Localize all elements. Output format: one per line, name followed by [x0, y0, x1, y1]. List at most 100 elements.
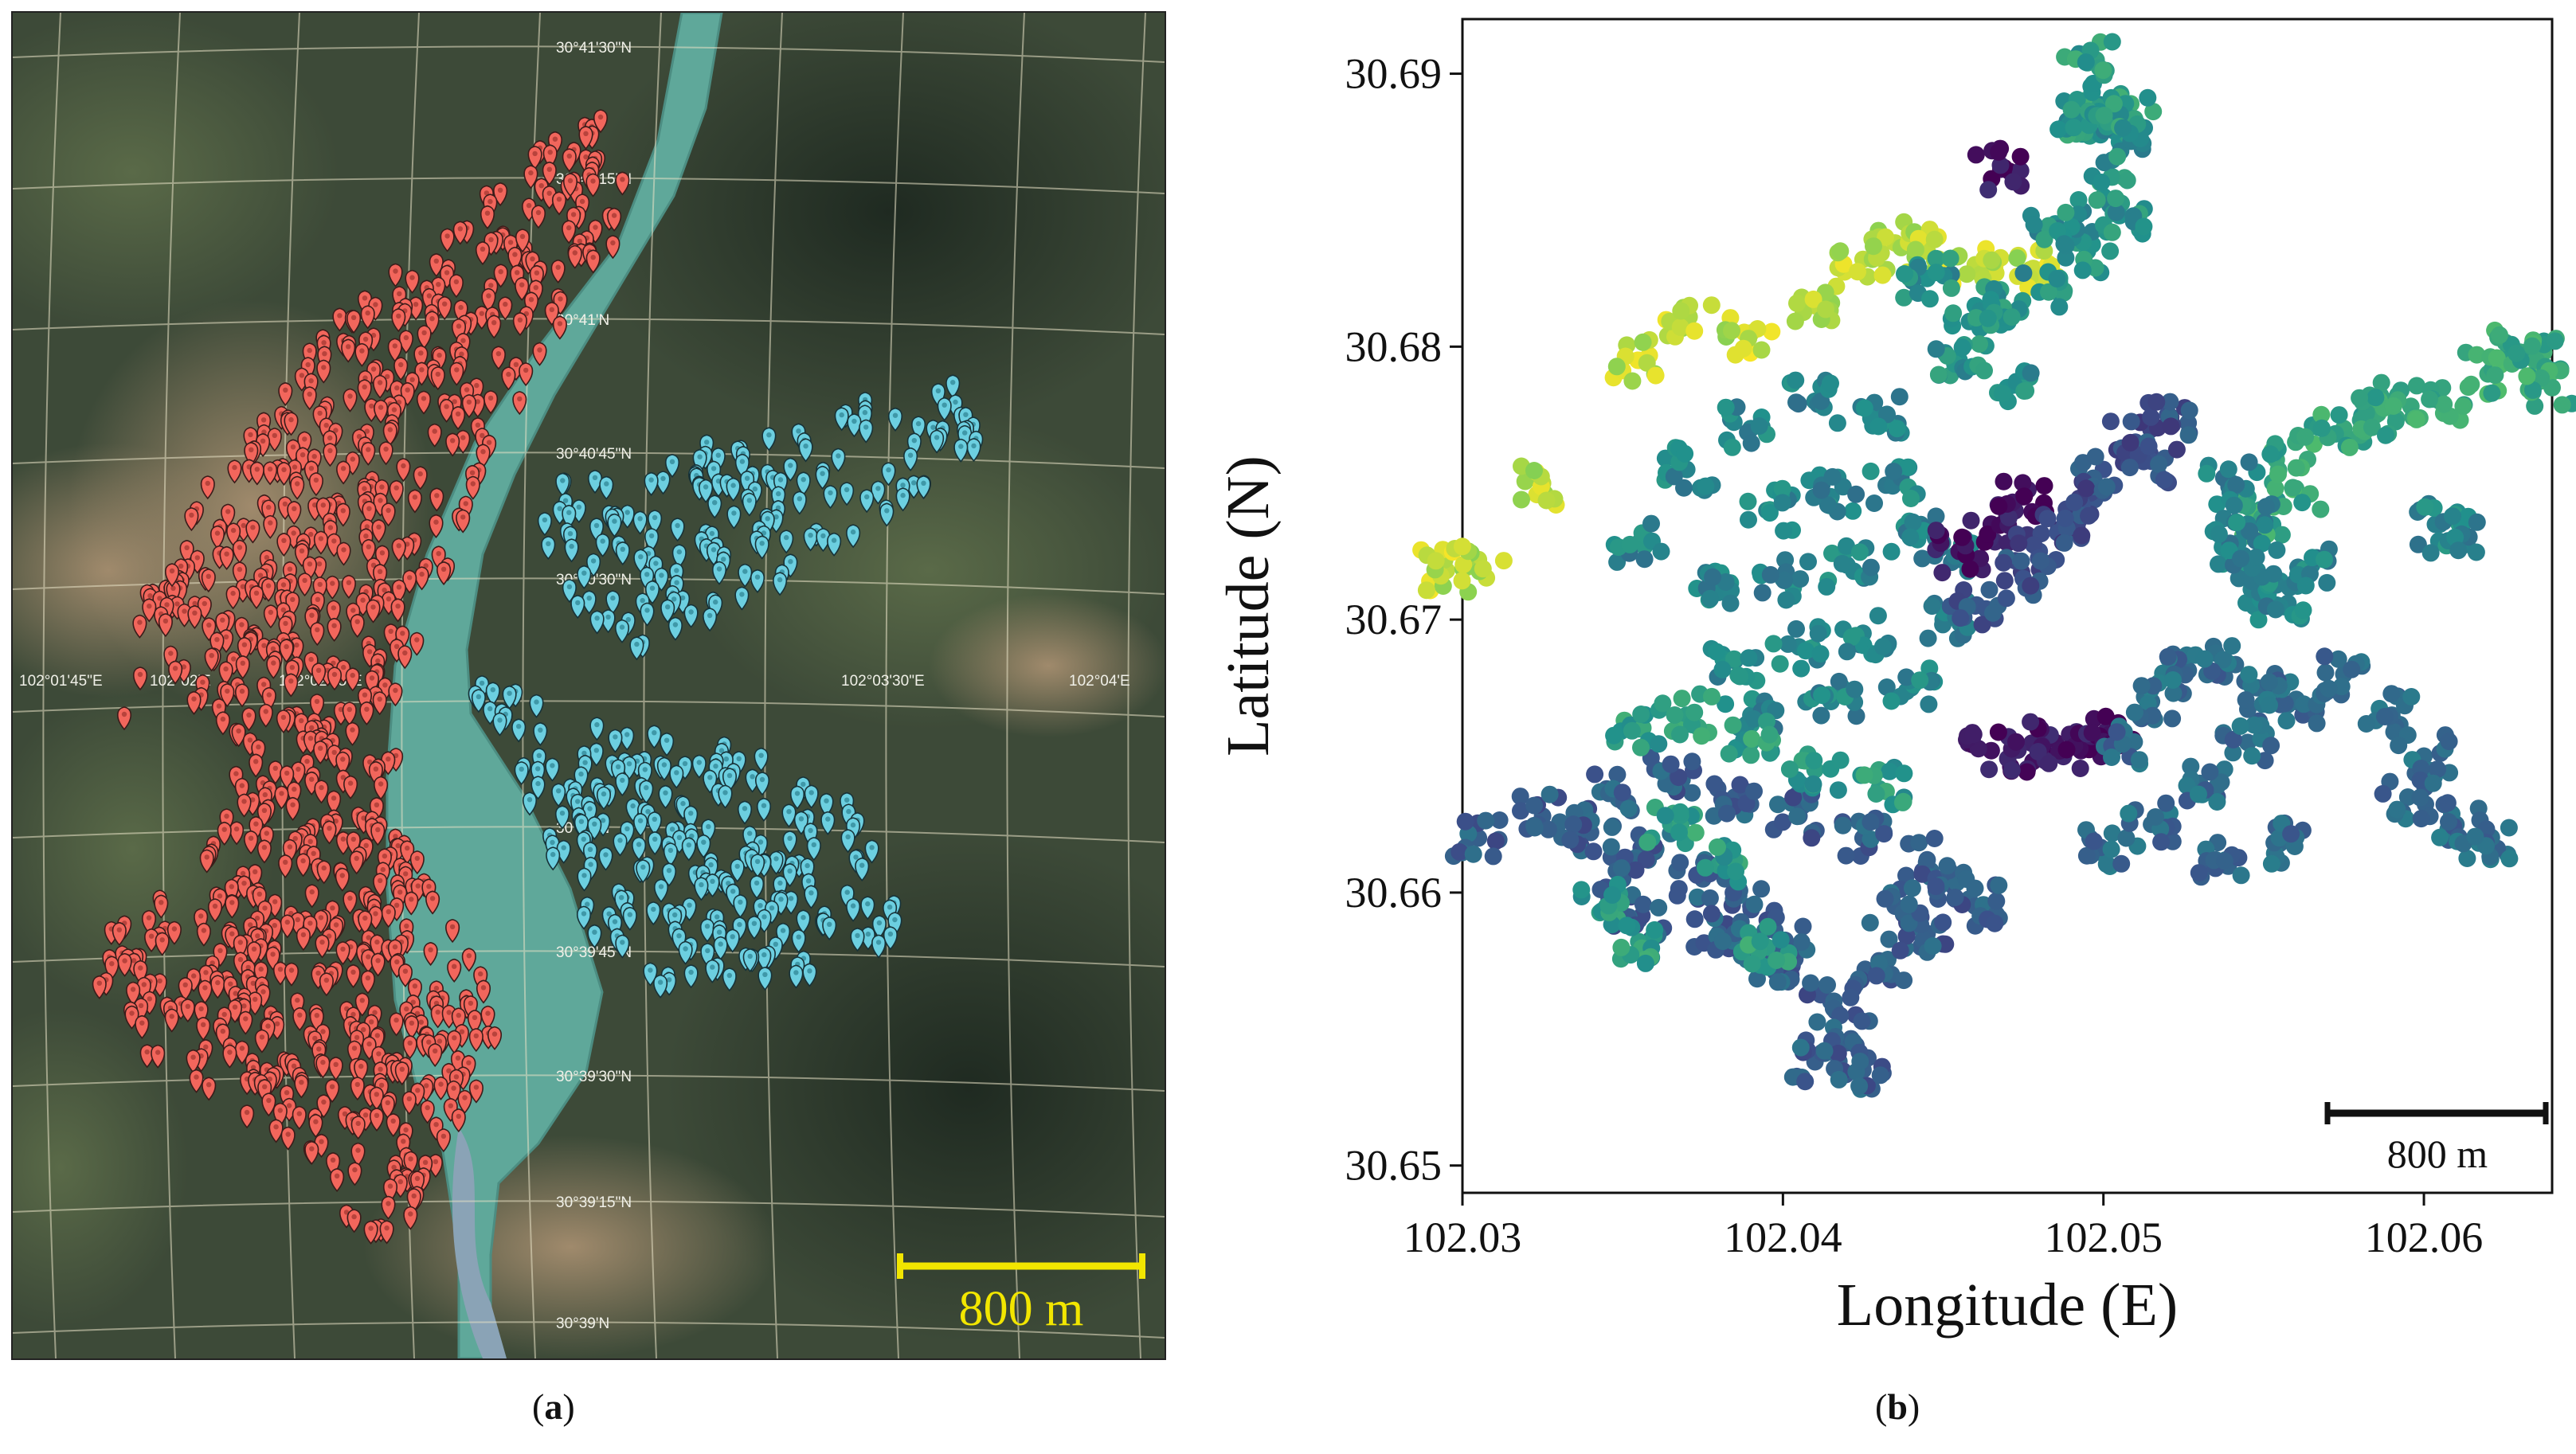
data-point [2388, 800, 2406, 819]
data-point [1867, 967, 1885, 985]
data-point [1572, 881, 1591, 899]
data-point [2050, 298, 2069, 316]
data-point [1623, 721, 1641, 740]
data-point [1636, 954, 1654, 972]
data-point [1474, 560, 1492, 578]
data-point [1869, 607, 1887, 625]
data-point [1619, 799, 1638, 818]
data-point [2228, 514, 2246, 532]
data-point [1964, 725, 1983, 744]
data-point [2080, 506, 2098, 525]
data-point [1804, 775, 1822, 793]
data-point [1742, 746, 1760, 764]
data-point [1632, 738, 1650, 756]
data-point [2390, 737, 2408, 755]
data-point [1813, 686, 1831, 704]
data-point [1855, 399, 1873, 417]
data-point [2316, 550, 2333, 569]
data-point [1875, 825, 1893, 843]
data-point [1882, 542, 1901, 561]
graticule-meridian [885, 13, 904, 1358]
data-point [1853, 1012, 1871, 1030]
data-point [2384, 397, 2402, 415]
data-point [2238, 733, 2257, 752]
data-point [2312, 419, 2331, 437]
data-point [2096, 707, 2115, 725]
data-point [1752, 341, 1771, 359]
data-point [2103, 748, 2120, 766]
data-point [1676, 444, 1694, 463]
data-point [1717, 573, 1735, 591]
data-point [2139, 88, 2157, 107]
data-point [1688, 888, 1706, 906]
x-tick-label: 102.03 [1403, 1214, 1522, 1261]
data-point [1638, 354, 1656, 372]
data-point [1850, 1077, 1869, 1095]
data-point [1537, 491, 1556, 510]
axes: 102.03 102.04 102.05 102.06 30.65 30.66 30.67 3… [1345, 50, 2484, 1261]
data-point [1634, 333, 1652, 351]
data-point [2219, 460, 2237, 479]
data-point [2260, 673, 2278, 691]
data-point [2458, 850, 2476, 867]
data-point [1966, 879, 1984, 897]
data-point [1927, 522, 1945, 540]
data-point [1828, 414, 1846, 432]
data-point [1865, 237, 1882, 256]
data-point [1934, 913, 1952, 932]
graticule-parallel [13, 45, 1165, 63]
data-point [1986, 914, 2004, 932]
data-point [1809, 624, 1827, 643]
data-point [1671, 803, 1689, 821]
data-point [1745, 895, 1764, 913]
data-point [2295, 695, 2313, 713]
data-point [2017, 381, 2035, 400]
data-point [2340, 438, 2359, 456]
data-point [2409, 535, 2427, 553]
data-point [2108, 147, 2127, 166]
data-point [1927, 249, 1945, 268]
data-point [1789, 395, 1807, 413]
data-point [2025, 216, 2043, 234]
data-point [1891, 941, 1909, 960]
data-point [1760, 504, 1779, 522]
data-point [2444, 507, 2461, 526]
scatter-chart: 102.03 102.04 102.05 102.06 30.65 30.66 30.67 3… [1215, 18, 2576, 1339]
data-point [2363, 418, 2381, 436]
data-point [1685, 910, 1704, 928]
data-point [1511, 788, 1529, 806]
data-point [2120, 459, 2139, 477]
data-point [1995, 572, 2014, 590]
data-point [1763, 322, 1781, 341]
data-point [2245, 716, 2263, 734]
data-point [2316, 663, 2335, 682]
data-point [1693, 727, 1711, 745]
data-point [2157, 794, 2175, 812]
data-point [1701, 589, 1719, 608]
data-point [1525, 462, 1543, 479]
data-point [1744, 709, 1763, 728]
data-point [1787, 371, 1805, 389]
data-point [2182, 757, 2200, 776]
data-point [2377, 426, 2394, 444]
data-point [2055, 534, 2073, 552]
data-point [1997, 589, 2015, 608]
data-point [2223, 637, 2241, 655]
data-point [2372, 373, 2390, 392]
data-point [2276, 694, 2294, 713]
data-point [1862, 813, 1880, 831]
data-point [1713, 660, 1732, 678]
data-point [2468, 513, 2486, 531]
data-point [1586, 765, 1604, 784]
data-point [1902, 490, 1920, 507]
data-point [1829, 781, 1847, 799]
data-point [1743, 955, 1761, 973]
data-point [1564, 815, 1583, 834]
data-point [2518, 367, 2536, 385]
data-point [2261, 696, 2278, 714]
data-point [1873, 266, 1892, 284]
data-point [2247, 548, 2265, 566]
data-point [2056, 510, 2074, 527]
data-point [2097, 855, 2116, 874]
data-point [1635, 550, 1654, 569]
